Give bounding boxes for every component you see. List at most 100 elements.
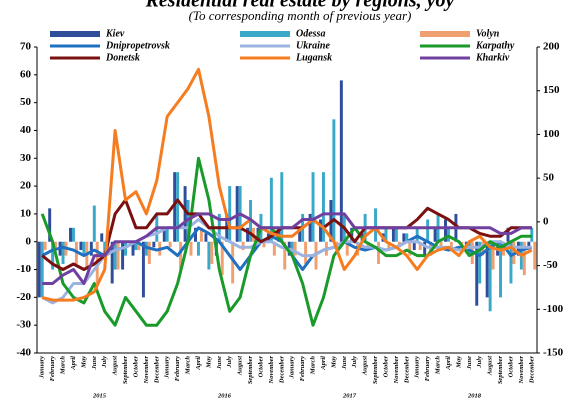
y-tick-label: 10 <box>20 207 32 219</box>
bar <box>228 186 232 242</box>
bar <box>110 241 114 284</box>
bar <box>196 241 200 256</box>
x-tick-label: March <box>60 356 67 375</box>
bar <box>387 241 391 251</box>
bar <box>199 227 203 242</box>
bar <box>162 227 166 242</box>
bar <box>533 241 537 270</box>
bar <box>121 241 125 270</box>
y2-tick-label: -100 <box>543 303 564 315</box>
y-tick-label: -30 <box>16 319 31 331</box>
x-tick-label: November <box>393 356 400 385</box>
x-tick-label: May <box>80 356 87 369</box>
legend-label: Donetsk <box>105 52 140 63</box>
bar <box>137 241 141 251</box>
bar <box>100 233 104 242</box>
bar <box>179 241 183 270</box>
x-tick-label: September <box>122 356 129 385</box>
year-label: 2015 <box>92 392 107 399</box>
x-tick-label: October <box>382 356 389 378</box>
chart-subtitle: (To corresponding month of previous year… <box>189 8 412 23</box>
bar <box>69 227 72 242</box>
bar <box>522 241 526 276</box>
y2-tick-label: 200 <box>543 41 560 53</box>
bar <box>283 241 287 270</box>
x-tick-label: April <box>445 356 452 371</box>
bar <box>426 219 430 242</box>
bar <box>168 241 172 248</box>
bar <box>79 241 83 251</box>
y2-tick-label: -150 <box>543 347 564 359</box>
x-tick-label: January <box>164 356 171 380</box>
year-label: 2016 <box>217 392 232 399</box>
bar <box>51 241 55 270</box>
bar <box>350 227 354 242</box>
x-tick-label: January <box>414 356 421 380</box>
x-tick-label: April <box>195 356 202 371</box>
x-tick-label: February <box>49 356 56 381</box>
bar <box>408 241 412 256</box>
bar <box>71 227 75 242</box>
y-tick-label: 60 <box>20 68 32 80</box>
x-tick-label: June <box>341 356 348 370</box>
bar <box>134 241 138 251</box>
x-tick-label: July <box>226 356 233 369</box>
bar <box>141 241 145 298</box>
x-tick-label: July <box>101 356 108 369</box>
x-tick-label: August <box>112 356 119 376</box>
x-tick-label: May <box>205 356 212 369</box>
x-tick-label: August <box>362 356 369 376</box>
bar <box>418 241 422 251</box>
x-tick-label: June <box>466 356 473 370</box>
bar <box>499 241 503 298</box>
bar <box>173 172 177 242</box>
x-tick-label: July <box>476 356 483 369</box>
bar <box>339 80 343 242</box>
x-tick-label: October <box>507 356 514 378</box>
bar <box>377 241 380 264</box>
bar <box>374 208 378 242</box>
bar <box>298 227 302 242</box>
bar <box>165 227 169 242</box>
x-tick-label: April <box>320 356 327 371</box>
legend-swatch <box>50 31 100 37</box>
y-tick-label: -40 <box>16 347 31 359</box>
x-tick-label: October <box>132 356 139 378</box>
x-tick-label: December <box>403 356 410 385</box>
y2-tick-label: -50 <box>543 259 558 271</box>
y-tick-label: 20 <box>20 180 32 192</box>
bar <box>103 241 107 256</box>
legend-label: Karpathy <box>475 40 515 51</box>
bar <box>92 205 96 242</box>
bar <box>345 241 349 256</box>
bar <box>444 219 447 242</box>
legend-label: Ukraine <box>296 40 330 51</box>
x-tick-label: October <box>257 356 264 378</box>
year-label: 2017 <box>342 392 357 399</box>
bar <box>220 241 224 276</box>
bar <box>262 241 266 248</box>
bar <box>308 213 312 242</box>
bar <box>272 241 276 256</box>
bar <box>423 241 427 256</box>
legend-label: Kharkiv <box>475 52 510 63</box>
bar <box>485 241 489 298</box>
bar <box>394 227 398 242</box>
bar <box>319 219 322 242</box>
bar <box>321 172 325 242</box>
y2-tick-label: 50 <box>543 172 555 184</box>
line <box>41 67 533 302</box>
bar <box>478 241 482 284</box>
bar <box>449 241 453 248</box>
x-tick-label: June <box>216 356 223 370</box>
legend-label: Volyn <box>476 28 500 39</box>
x-tick-label: February <box>299 356 306 381</box>
x-tick-label: June <box>91 356 98 370</box>
y2-tick-label: 100 <box>543 128 560 140</box>
x-tick-label: January <box>289 356 296 380</box>
bar <box>311 172 315 242</box>
bar <box>402 233 406 242</box>
bar <box>231 241 235 284</box>
y-tick-label: 40 <box>20 124 32 136</box>
